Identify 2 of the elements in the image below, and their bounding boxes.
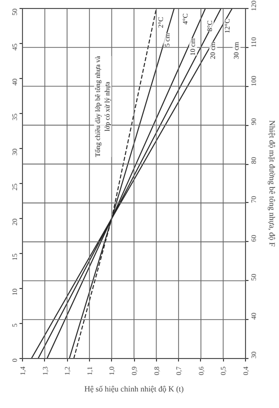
x-axis-title: Hệ số hiệu chỉnh nhiệt độ K (t) bbox=[84, 384, 184, 394]
y2-axis-title: Nhiệt độ mặt đường bê tông nhựa, độ F bbox=[268, 120, 276, 248]
